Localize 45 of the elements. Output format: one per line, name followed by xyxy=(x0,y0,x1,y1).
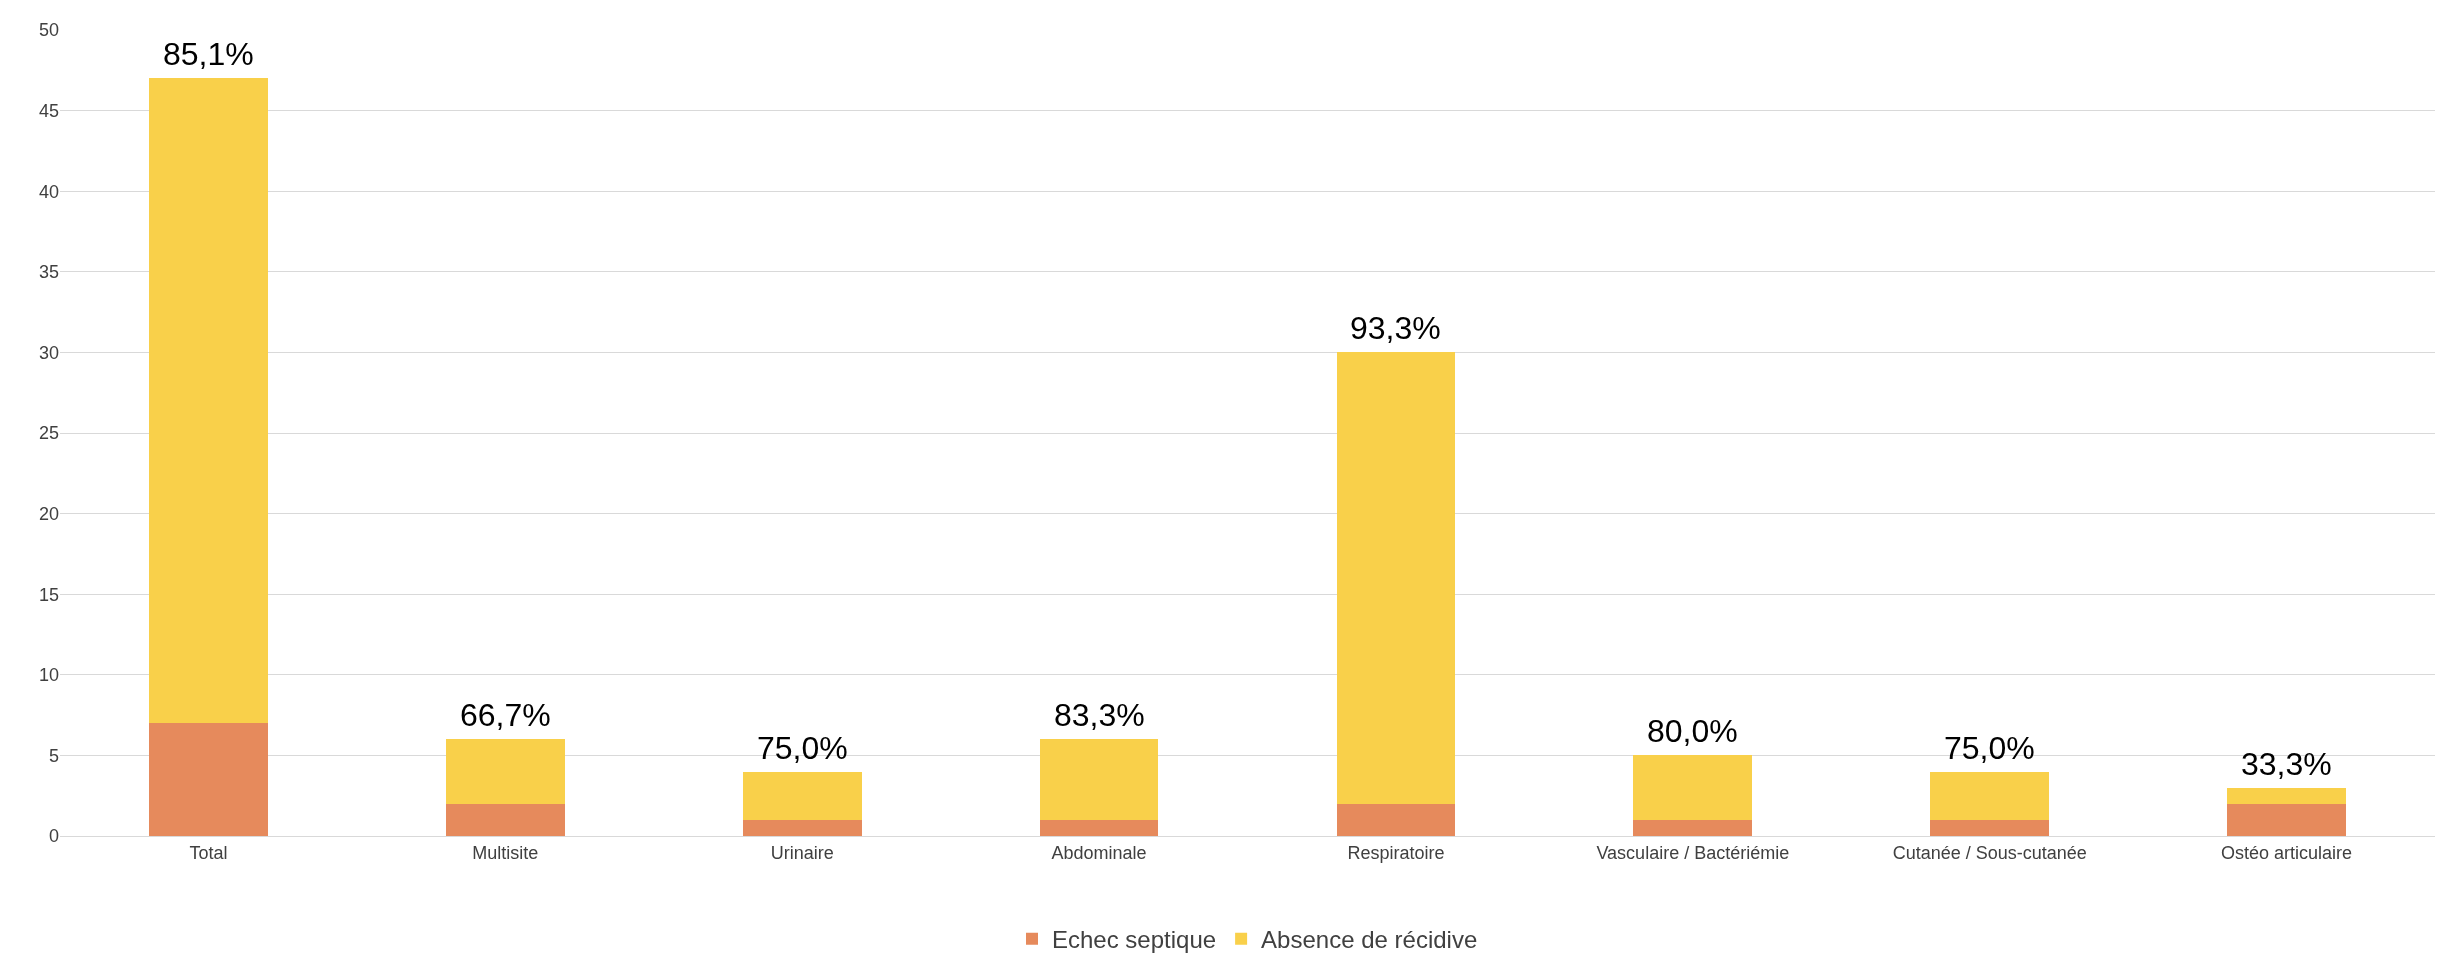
y-tick-label: 35 xyxy=(38,262,59,283)
x-tick-label: Cutanée / Sous-cutanée xyxy=(1892,842,2087,863)
bar xyxy=(2227,787,2346,804)
y-tick-label: 10 xyxy=(38,665,59,686)
y-tick-label: 45 xyxy=(38,100,59,121)
annotation: 80,0% xyxy=(1647,713,1738,749)
bar xyxy=(2227,803,2346,836)
y-tick-label: 15 xyxy=(38,584,59,605)
bar xyxy=(1336,803,1456,836)
annotation: 75,0% xyxy=(1944,730,2035,766)
annotation: 85,1% xyxy=(163,36,254,72)
bar xyxy=(1336,352,1456,804)
y-tick-label: 5 xyxy=(48,745,59,766)
bar xyxy=(1633,755,1753,820)
bar xyxy=(1930,771,2050,820)
y-tick-label: 20 xyxy=(38,503,59,524)
bar xyxy=(149,723,268,836)
annotation: 66,7% xyxy=(460,697,551,733)
x-tick-label: Abdominale xyxy=(1051,842,1147,863)
y-tick-label: 25 xyxy=(38,423,59,444)
y-tick-label: 40 xyxy=(38,181,59,202)
x-tick-label: Urinaire xyxy=(770,842,834,863)
y-tick-label: 30 xyxy=(38,342,59,363)
bar xyxy=(1039,819,1159,836)
x-tick-label: Respiratoire xyxy=(1347,842,1445,863)
annotation: 83,3% xyxy=(1054,697,1145,733)
legend-label: Absence de récidive xyxy=(1261,926,1478,954)
annotation: 33,3% xyxy=(2241,746,2332,782)
bar xyxy=(445,739,565,804)
bar xyxy=(1039,739,1159,820)
annotation: 93,3% xyxy=(1350,310,1441,346)
bar xyxy=(149,78,268,724)
bar xyxy=(1930,819,2050,836)
y-tick-label: 50 xyxy=(38,20,59,41)
bar xyxy=(445,803,565,836)
x-tick-label: Ostéo articulaire xyxy=(2221,842,2353,863)
bar xyxy=(742,771,862,820)
bar xyxy=(742,819,862,836)
annotation: 75,0% xyxy=(757,730,848,766)
bar xyxy=(1633,819,1753,836)
legend-label: Echec septique xyxy=(1052,926,1217,954)
x-tick-label: Total xyxy=(189,842,228,863)
x-tick-label: Multisite xyxy=(472,842,539,863)
x-tick-label: Vasculaire / Bactériémie xyxy=(1596,842,1790,863)
y-tick-label: 0 xyxy=(48,826,59,847)
